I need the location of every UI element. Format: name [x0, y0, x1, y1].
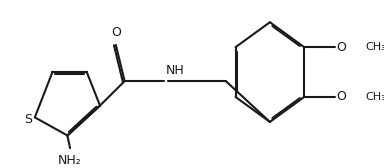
Text: S: S: [24, 113, 32, 126]
Text: O: O: [337, 91, 347, 103]
Text: CH₃: CH₃: [365, 92, 384, 102]
Text: O: O: [337, 41, 347, 54]
Text: NH₂: NH₂: [58, 154, 82, 167]
Text: CH₃: CH₃: [365, 42, 384, 52]
Text: O: O: [111, 26, 121, 39]
Text: NH: NH: [166, 64, 185, 77]
